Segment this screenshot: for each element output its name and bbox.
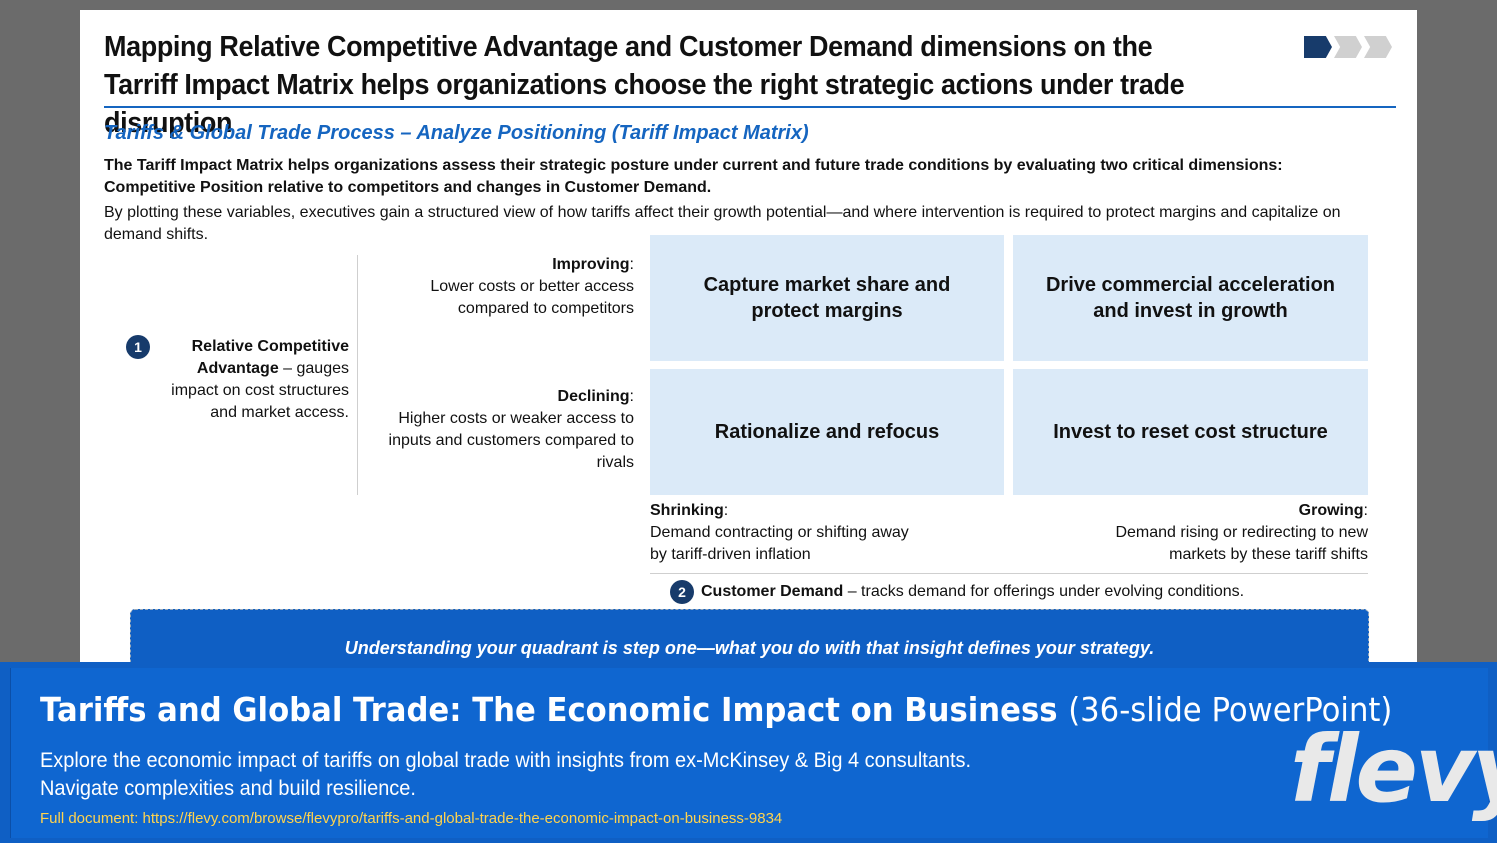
declining-desc: Higher costs or weaker access to inputs … — [388, 410, 634, 471]
title-divider — [104, 106, 1396, 108]
callout-text: Understanding your quadrant is step one—… — [344, 638, 1155, 658]
shrinking-label: Shrinking — [650, 502, 724, 519]
quadrant-top-left-text: Capture market share and protect margins — [703, 274, 951, 322]
footer-title-main: Tariffs and Global Trade: The Economic I… — [40, 690, 1058, 729]
declining-label: Declining — [557, 388, 630, 405]
y-axis-title: Relative Competitive Advantage — [191, 338, 349, 377]
axis-badge-2: 2 — [670, 580, 694, 604]
declining-label-block: Declining: Higher costs or weaker access… — [388, 388, 634, 471]
footer-title-suffix: (36-slide PowerPoint) — [1068, 690, 1393, 729]
quadrant-top-right: Drive commercial acceleration and invest… — [1013, 235, 1368, 361]
x-axis-title-rest: – tracks demand for offerings under evol… — [843, 583, 1245, 600]
quadrant-top-right-text: Drive commercial acceleration and invest… — [1045, 274, 1336, 322]
y-axis-description: Relative Competitive Advantage – gauges … — [160, 336, 349, 424]
quadrant-top-left: Capture market share and protect margins — [650, 235, 1004, 361]
quadrant-bottom-left-text: Rationalize and refocus — [714, 421, 940, 443]
x-axis-title: Customer Demand — [701, 583, 844, 600]
axis-badge-1: 1 — [126, 335, 150, 359]
intro-text: By plotting these variables, executives … — [104, 204, 1341, 243]
progress-step-3 — [1364, 36, 1392, 58]
x-axis-description: 2 Customer Demand – tracks demand for of… — [670, 580, 1244, 604]
progress-step-2 — [1334, 36, 1362, 58]
slide: Mapping Relative Competitive Advantage a… — [80, 10, 1417, 681]
growing-label-block: Growing: Demand rising or redirecting to… — [1115, 502, 1368, 563]
shrinking-desc: Demand contracting or shifting away by t… — [650, 524, 909, 563]
improving-label-block: Improving: Lower costs or better access … — [430, 256, 634, 317]
slide-title: Mapping Relative Competitive Advantage a… — [104, 31, 1185, 139]
footer-description: Explore the economic impact of tariffs o… — [40, 749, 972, 800]
section-subtitle: Tariffs & Global Trade Process – Analyze… — [104, 122, 809, 144]
footer-panel — [10, 668, 1488, 838]
growing-label: Growing — [1298, 502, 1364, 519]
improving-desc: Lower costs or better access compared to… — [430, 278, 634, 317]
progress-step-1-active — [1304, 36, 1332, 58]
intro-bold-text: The Tariff Impact Matrix helps organizat… — [104, 157, 1283, 196]
flevy-logo[interactable]: flevy — [1290, 716, 1497, 823]
promo-footer: Tariffs and Global Trade: The Economic I… — [0, 662, 1497, 843]
footer-title: Tariffs and Global Trade: The Economic I… — [40, 690, 1392, 729]
quadrant-bottom-right-text: Invest to reset cost structure — [1053, 421, 1328, 443]
quadrant-bottom-right: Invest to reset cost structure — [1013, 369, 1368, 495]
quadrant-bottom-left: Rationalize and refocus — [650, 369, 1004, 495]
progress-indicator — [1304, 36, 1392, 58]
y-axis-divider — [357, 255, 358, 495]
growing-desc: Demand rising or redirecting to new mark… — [1115, 524, 1368, 563]
x-axis-divider — [650, 573, 1368, 574]
y-axis-title-rest: – gauges impact on cost structures and m… — [171, 360, 349, 421]
document-link[interactable]: Full document: https://flevy.com/browse/… — [40, 810, 783, 827]
shrinking-label-block: Shrinking: Demand contracting or shiftin… — [650, 502, 909, 563]
improving-label: Improving — [552, 256, 630, 273]
